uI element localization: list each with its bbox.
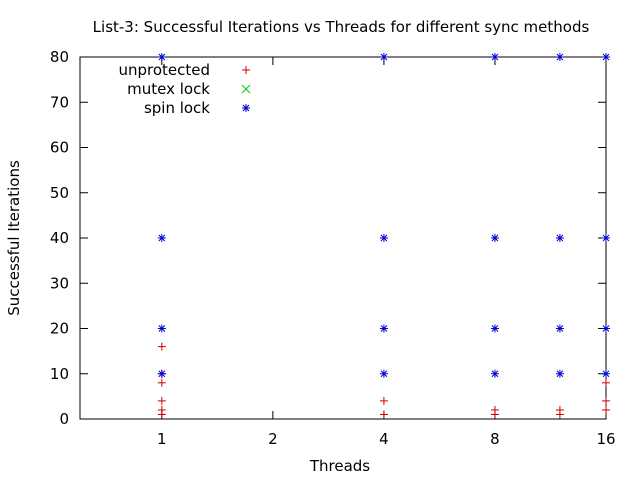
- data-point-unprotected: [555, 405, 564, 414]
- x-tick-label: 2: [268, 430, 278, 448]
- y-tick-label: 40: [50, 229, 69, 247]
- data-point-spin-lock: [379, 324, 388, 333]
- data-point-spin-lock: [555, 369, 564, 378]
- data-point-unprotected: [157, 378, 166, 387]
- data-point-spin-lock: [379, 53, 388, 61]
- legend-marker: [242, 66, 250, 74]
- data-point-spin-lock: [490, 53, 499, 61]
- data-point-spin-lock: [602, 369, 610, 378]
- data-point-unprotected: [157, 405, 166, 414]
- legend-label: mutex lock: [127, 80, 210, 98]
- data-points: [157, 53, 610, 419]
- data-point-spin-lock: [157, 369, 166, 378]
- y-tick-label: 10: [50, 365, 69, 383]
- y-tick-label: 30: [50, 274, 69, 292]
- y-axis-label: Successful Iterations: [5, 160, 23, 316]
- data-point-unprotected: [602, 378, 610, 387]
- data-point-unprotected: [157, 396, 166, 405]
- x-tick-label: 4: [379, 430, 389, 448]
- y-tick-label: 60: [50, 139, 69, 157]
- y-tick-label: 20: [50, 320, 69, 338]
- x-tick-label: 8: [490, 430, 500, 448]
- data-point-spin-lock: [602, 53, 610, 61]
- data-point-spin-lock: [157, 53, 166, 61]
- data-point-spin-lock: [490, 369, 499, 378]
- data-point-unprotected: [602, 405, 610, 414]
- data-point-spin-lock: [555, 53, 564, 61]
- data-point-spin-lock: [490, 234, 499, 242]
- legend-marker: [241, 84, 251, 94]
- x-tick-label: 16: [596, 430, 615, 448]
- data-point-unprotected: [490, 405, 499, 414]
- data-point-spin-lock: [379, 369, 388, 378]
- data-point-unprotected: [157, 342, 166, 351]
- legend-label: unprotected: [118, 61, 210, 79]
- data-point-spin-lock: [490, 324, 499, 333]
- data-point-unprotected: [379, 410, 388, 419]
- data-point-spin-lock: [602, 324, 610, 333]
- chart-title: List-3: Successful Iterations vs Threads…: [93, 18, 590, 36]
- y-tick-label: 70: [50, 93, 69, 111]
- data-point-spin-lock: [157, 324, 166, 333]
- data-point-spin-lock: [379, 234, 388, 242]
- y-tick-label: 50: [50, 184, 69, 202]
- y-tick-label: 80: [50, 48, 69, 66]
- x-tick-label: 1: [157, 430, 167, 448]
- data-point-spin-lock: [555, 234, 564, 242]
- axis-ticks: 0 10 20 30 40 50 60 70 80 1 2 4 8 16: [50, 48, 616, 448]
- data-point-spin-lock: [602, 234, 610, 242]
- legend-marker: [242, 104, 250, 112]
- legend-label: spin lock: [144, 99, 210, 117]
- data-point-unprotected: [379, 396, 388, 405]
- data-point-spin-lock: [157, 234, 166, 242]
- data-point-unprotected: [602, 396, 610, 405]
- y-tick-label: 0: [59, 410, 69, 428]
- x-axis-label: Threads: [309, 457, 370, 475]
- data-point-spin-lock: [555, 324, 564, 333]
